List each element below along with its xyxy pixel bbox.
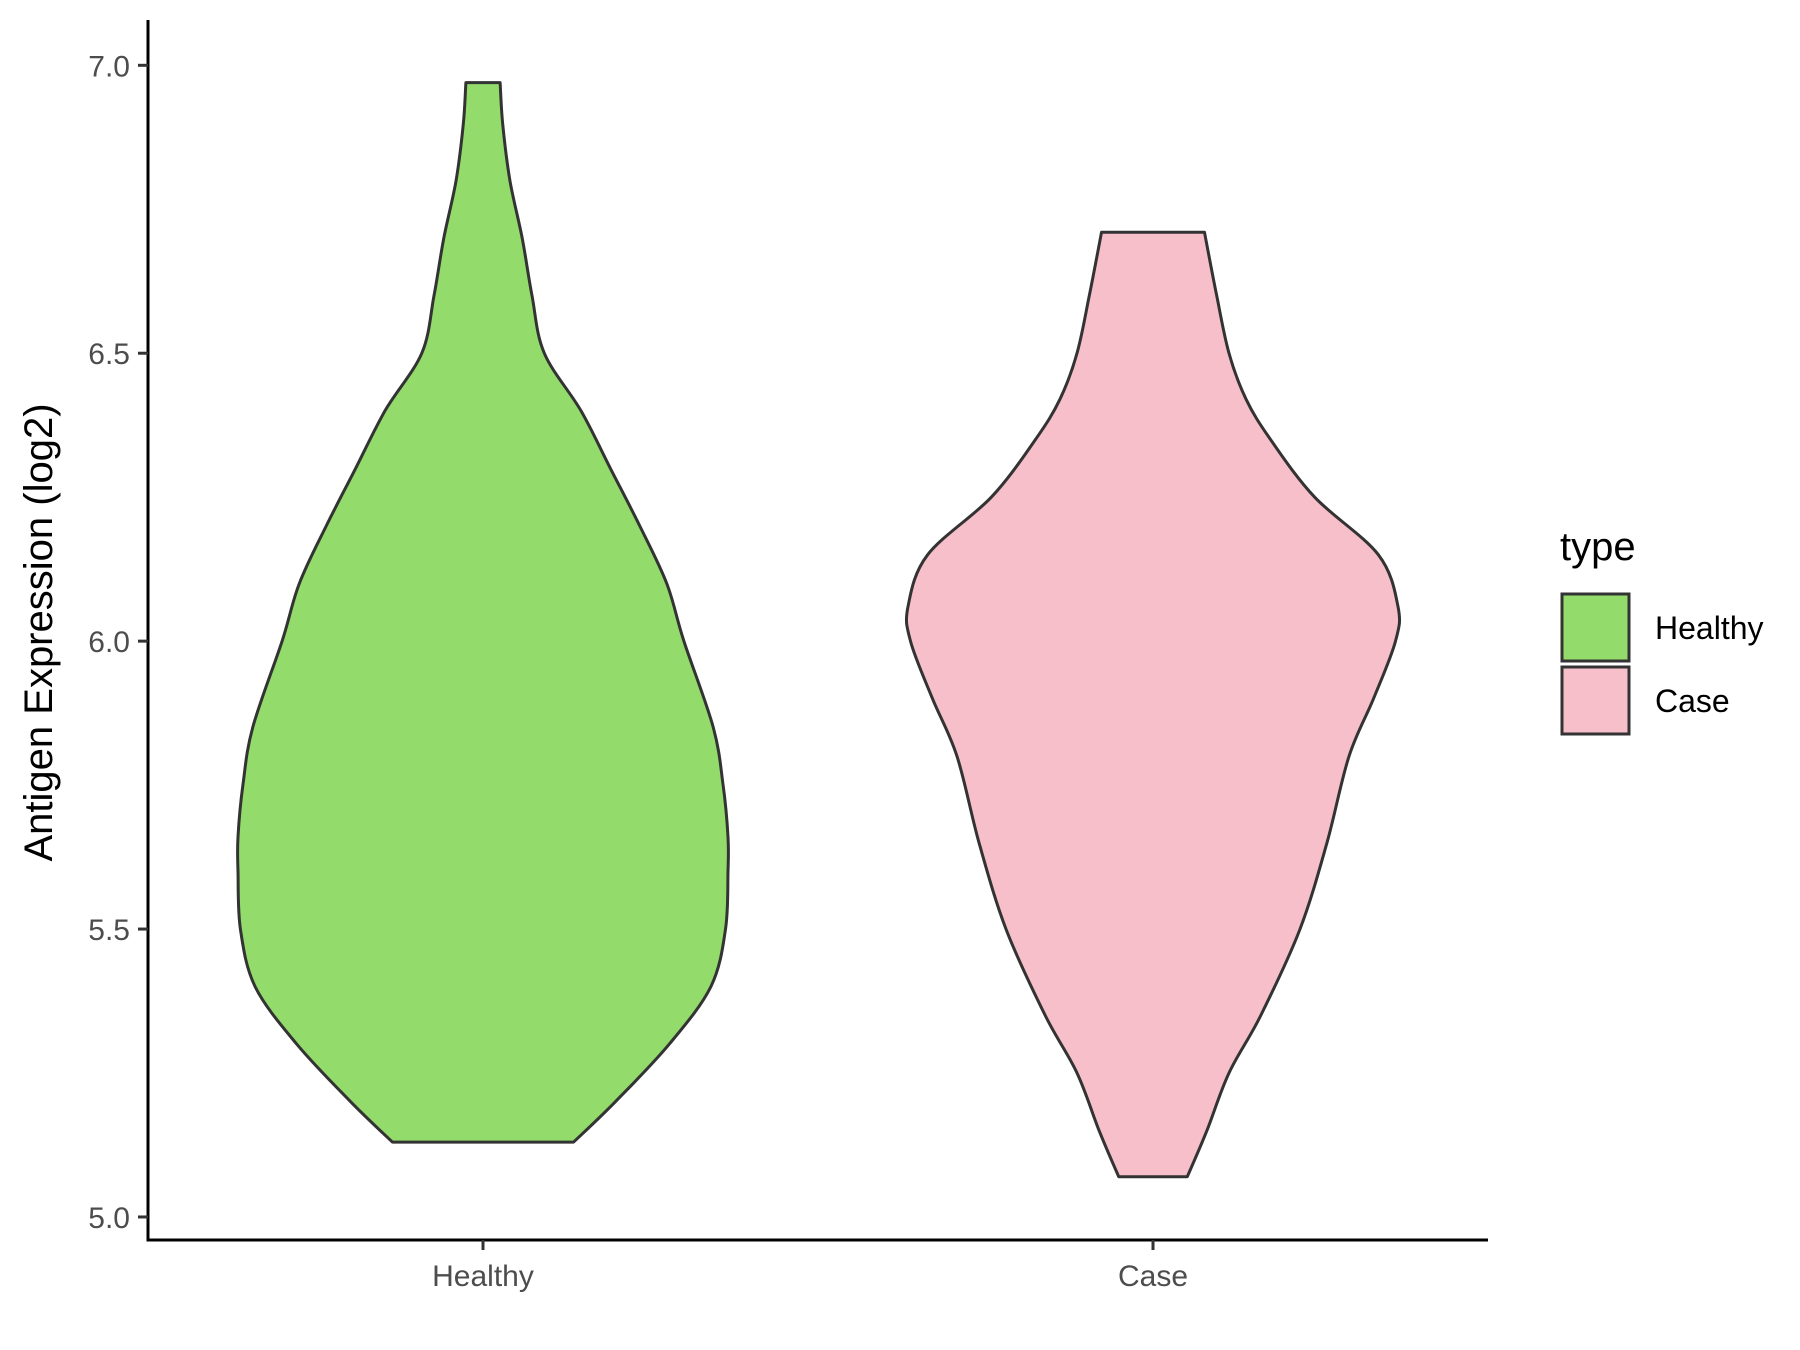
legend: type Healthy Case — [1560, 525, 1764, 736]
y-tick-label: 5.5 — [88, 914, 130, 947]
legend-key-healthy — [1560, 592, 1631, 663]
x-tick-label: Case — [1118, 1260, 1188, 1293]
y-tick-label: 6.0 — [88, 626, 130, 659]
axes-layer: 5.0 5.5 6.0 6.5 7.0 Healthy Case — [88, 20, 1488, 1293]
x-tick-label: Healthy — [432, 1260, 534, 1293]
y-tick-label: 6.5 — [88, 338, 130, 371]
y-tick-label: 7.0 — [88, 50, 130, 83]
legend-label-healthy: Healthy — [1655, 610, 1764, 646]
legend-title: type — [1560, 525, 1636, 569]
violin-layer — [236, 81, 1402, 1179]
y-axis-title: Antigen Expression (log2) — [17, 403, 61, 861]
violin-case — [904, 230, 1402, 1179]
y-tick-label: 5.0 — [88, 1202, 130, 1235]
violin-healthy — [236, 81, 730, 1144]
legend-key-case — [1560, 665, 1631, 736]
legend-label-case: Case — [1655, 683, 1730, 719]
